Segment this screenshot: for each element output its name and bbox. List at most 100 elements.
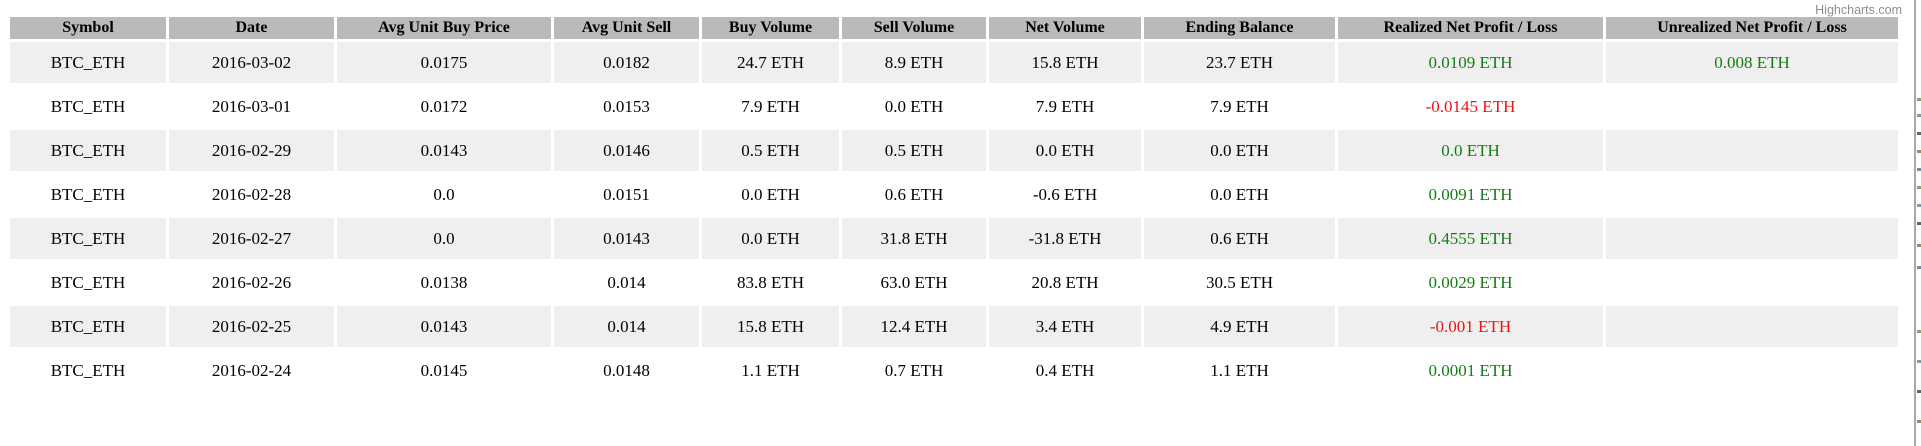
column-header-buy-volume: Buy Volume <box>702 17 839 39</box>
data-table: Symbol Date Avg Unit Buy Price Avg Unit … <box>7 14 1901 394</box>
cell-avg-unit-buy-price: 0.0143 <box>337 130 551 171</box>
cell-net-volume: 20.8 ETH <box>989 262 1141 303</box>
cell-sell-volume: 8.9 ETH <box>842 42 986 83</box>
cell-sell-volume: 63.0 ETH <box>842 262 986 303</box>
cell-net-volume: -0.6 ETH <box>989 174 1141 215</box>
cell-unrealized-pnl <box>1606 218 1898 259</box>
cell-date: 2016-02-29 <box>169 130 334 171</box>
cell-date: 2016-02-25 <box>169 306 334 347</box>
cell-avg-unit-buy-price: 0.0172 <box>337 86 551 127</box>
column-header-unrealized-pnl: Unrealized Net Profit / Loss <box>1606 17 1898 39</box>
cell-symbol: BTC_ETH <box>10 218 166 259</box>
right-edge-divider <box>1914 0 1916 446</box>
table-row: BTC_ETH 2016-03-01 0.0172 0.0153 7.9 ETH… <box>10 86 1898 127</box>
cell-ending-balance: 4.9 ETH <box>1144 306 1335 347</box>
cell-buy-volume: 24.7 ETH <box>702 42 839 83</box>
cell-symbol: BTC_ETH <box>10 262 166 303</box>
column-header-symbol: Symbol <box>10 17 166 39</box>
cell-date: 2016-03-01 <box>169 86 334 127</box>
column-header-sell-volume: Sell Volume <box>842 17 986 39</box>
cell-unrealized-pnl <box>1606 262 1898 303</box>
cell-realized-pnl: -0.0145 ETH <box>1338 86 1603 127</box>
cell-unrealized-pnl <box>1606 86 1898 127</box>
cell-unrealized-pnl <box>1606 306 1898 347</box>
column-header-realized-pnl: Realized Net Profit / Loss <box>1338 17 1603 39</box>
highcharts-credits-link[interactable]: Highcharts.com <box>1815 3 1902 17</box>
cell-date: 2016-02-26 <box>169 262 334 303</box>
table-row: BTC_ETH 2016-02-29 0.0143 0.0146 0.5 ETH… <box>10 130 1898 171</box>
cell-realized-pnl: 0.0001 ETH <box>1338 350 1603 391</box>
cell-avg-unit-sell: 0.0146 <box>554 130 699 171</box>
cell-buy-volume: 0.0 ETH <box>702 218 839 259</box>
table-row: BTC_ETH 2016-02-27 0.0 0.0143 0.0 ETH 31… <box>10 218 1898 259</box>
cell-ending-balance: 30.5 ETH <box>1144 262 1335 303</box>
table-row: BTC_ETH 2016-02-25 0.0143 0.014 15.8 ETH… <box>10 306 1898 347</box>
cell-date: 2016-02-24 <box>169 350 334 391</box>
cell-realized-pnl: 0.0109 ETH <box>1338 42 1603 83</box>
cell-symbol: BTC_ETH <box>10 306 166 347</box>
cell-net-volume: 0.4 ETH <box>989 350 1141 391</box>
cell-unrealized-pnl <box>1606 174 1898 215</box>
cell-unrealized-pnl <box>1606 130 1898 171</box>
cell-avg-unit-sell: 0.014 <box>554 306 699 347</box>
cell-net-volume: -31.8 ETH <box>989 218 1141 259</box>
table-row: BTC_ETH 2016-02-26 0.0138 0.014 83.8 ETH… <box>10 262 1898 303</box>
cell-ending-balance: 0.6 ETH <box>1144 218 1335 259</box>
cell-ending-balance: 0.0 ETH <box>1144 174 1335 215</box>
cell-avg-unit-sell: 0.0182 <box>554 42 699 83</box>
cell-ending-balance: 23.7 ETH <box>1144 42 1335 83</box>
table-row: BTC_ETH 2016-03-02 0.0175 0.0182 24.7 ET… <box>10 42 1898 83</box>
cell-date: 2016-02-27 <box>169 218 334 259</box>
cell-buy-volume: 7.9 ETH <box>702 86 839 127</box>
cell-net-volume: 7.9 ETH <box>989 86 1141 127</box>
cell-avg-unit-sell: 0.0148 <box>554 350 699 391</box>
cell-net-volume: 0.0 ETH <box>989 130 1141 171</box>
cell-sell-volume: 12.4 ETH <box>842 306 986 347</box>
cell-date: 2016-03-02 <box>169 42 334 83</box>
cell-realized-pnl: -0.001 ETH <box>1338 306 1603 347</box>
cell-buy-volume: 15.8 ETH <box>702 306 839 347</box>
cell-avg-unit-buy-price: 0.0143 <box>337 306 551 347</box>
cell-symbol: BTC_ETH <box>10 130 166 171</box>
cell-sell-volume: 0.0 ETH <box>842 86 986 127</box>
cell-avg-unit-sell: 0.0151 <box>554 174 699 215</box>
cell-symbol: BTC_ETH <box>10 86 166 127</box>
cell-realized-pnl: 0.0 ETH <box>1338 130 1603 171</box>
cell-symbol: BTC_ETH <box>10 174 166 215</box>
cell-avg-unit-buy-price: 0.0175 <box>337 42 551 83</box>
cell-buy-volume: 0.5 ETH <box>702 130 839 171</box>
cell-ending-balance: 7.9 ETH <box>1144 86 1335 127</box>
cell-sell-volume: 0.7 ETH <box>842 350 986 391</box>
cell-avg-unit-sell: 0.014 <box>554 262 699 303</box>
table-row: BTC_ETH 2016-02-28 0.0 0.0151 0.0 ETH 0.… <box>10 174 1898 215</box>
column-header-date: Date <box>169 17 334 39</box>
cell-unrealized-pnl: 0.008 ETH <box>1606 42 1898 83</box>
cell-realized-pnl: 0.0091 ETH <box>1338 174 1603 215</box>
cell-avg-unit-buy-price: 0.0 <box>337 174 551 215</box>
cell-buy-volume: 1.1 ETH <box>702 350 839 391</box>
cell-realized-pnl: 0.4555 ETH <box>1338 218 1603 259</box>
header-row: Symbol Date Avg Unit Buy Price Avg Unit … <box>10 17 1898 39</box>
column-header-ending-balance: Ending Balance <box>1144 17 1335 39</box>
cell-avg-unit-sell: 0.0143 <box>554 218 699 259</box>
column-header-net-volume: Net Volume <box>989 17 1141 39</box>
cell-unrealized-pnl <box>1606 350 1898 391</box>
right-edge-artifact <box>1917 98 1921 101</box>
cell-symbol: BTC_ETH <box>10 42 166 83</box>
cell-avg-unit-buy-price: 0.0 <box>337 218 551 259</box>
cell-sell-volume: 0.5 ETH <box>842 130 986 171</box>
cell-avg-unit-sell: 0.0153 <box>554 86 699 127</box>
cell-avg-unit-buy-price: 0.0138 <box>337 262 551 303</box>
cell-ending-balance: 0.0 ETH <box>1144 130 1335 171</box>
column-header-avg-unit-buy-price: Avg Unit Buy Price <box>337 17 551 39</box>
cell-realized-pnl: 0.0029 ETH <box>1338 262 1603 303</box>
cell-symbol: BTC_ETH <box>10 350 166 391</box>
cell-net-volume: 15.8 ETH <box>989 42 1141 83</box>
cell-sell-volume: 31.8 ETH <box>842 218 986 259</box>
cell-ending-balance: 1.1 ETH <box>1144 350 1335 391</box>
cell-buy-volume: 0.0 ETH <box>702 174 839 215</box>
cell-date: 2016-02-28 <box>169 174 334 215</box>
column-header-avg-unit-sell: Avg Unit Sell <box>554 17 699 39</box>
cell-avg-unit-buy-price: 0.0145 <box>337 350 551 391</box>
cell-net-volume: 3.4 ETH <box>989 306 1141 347</box>
